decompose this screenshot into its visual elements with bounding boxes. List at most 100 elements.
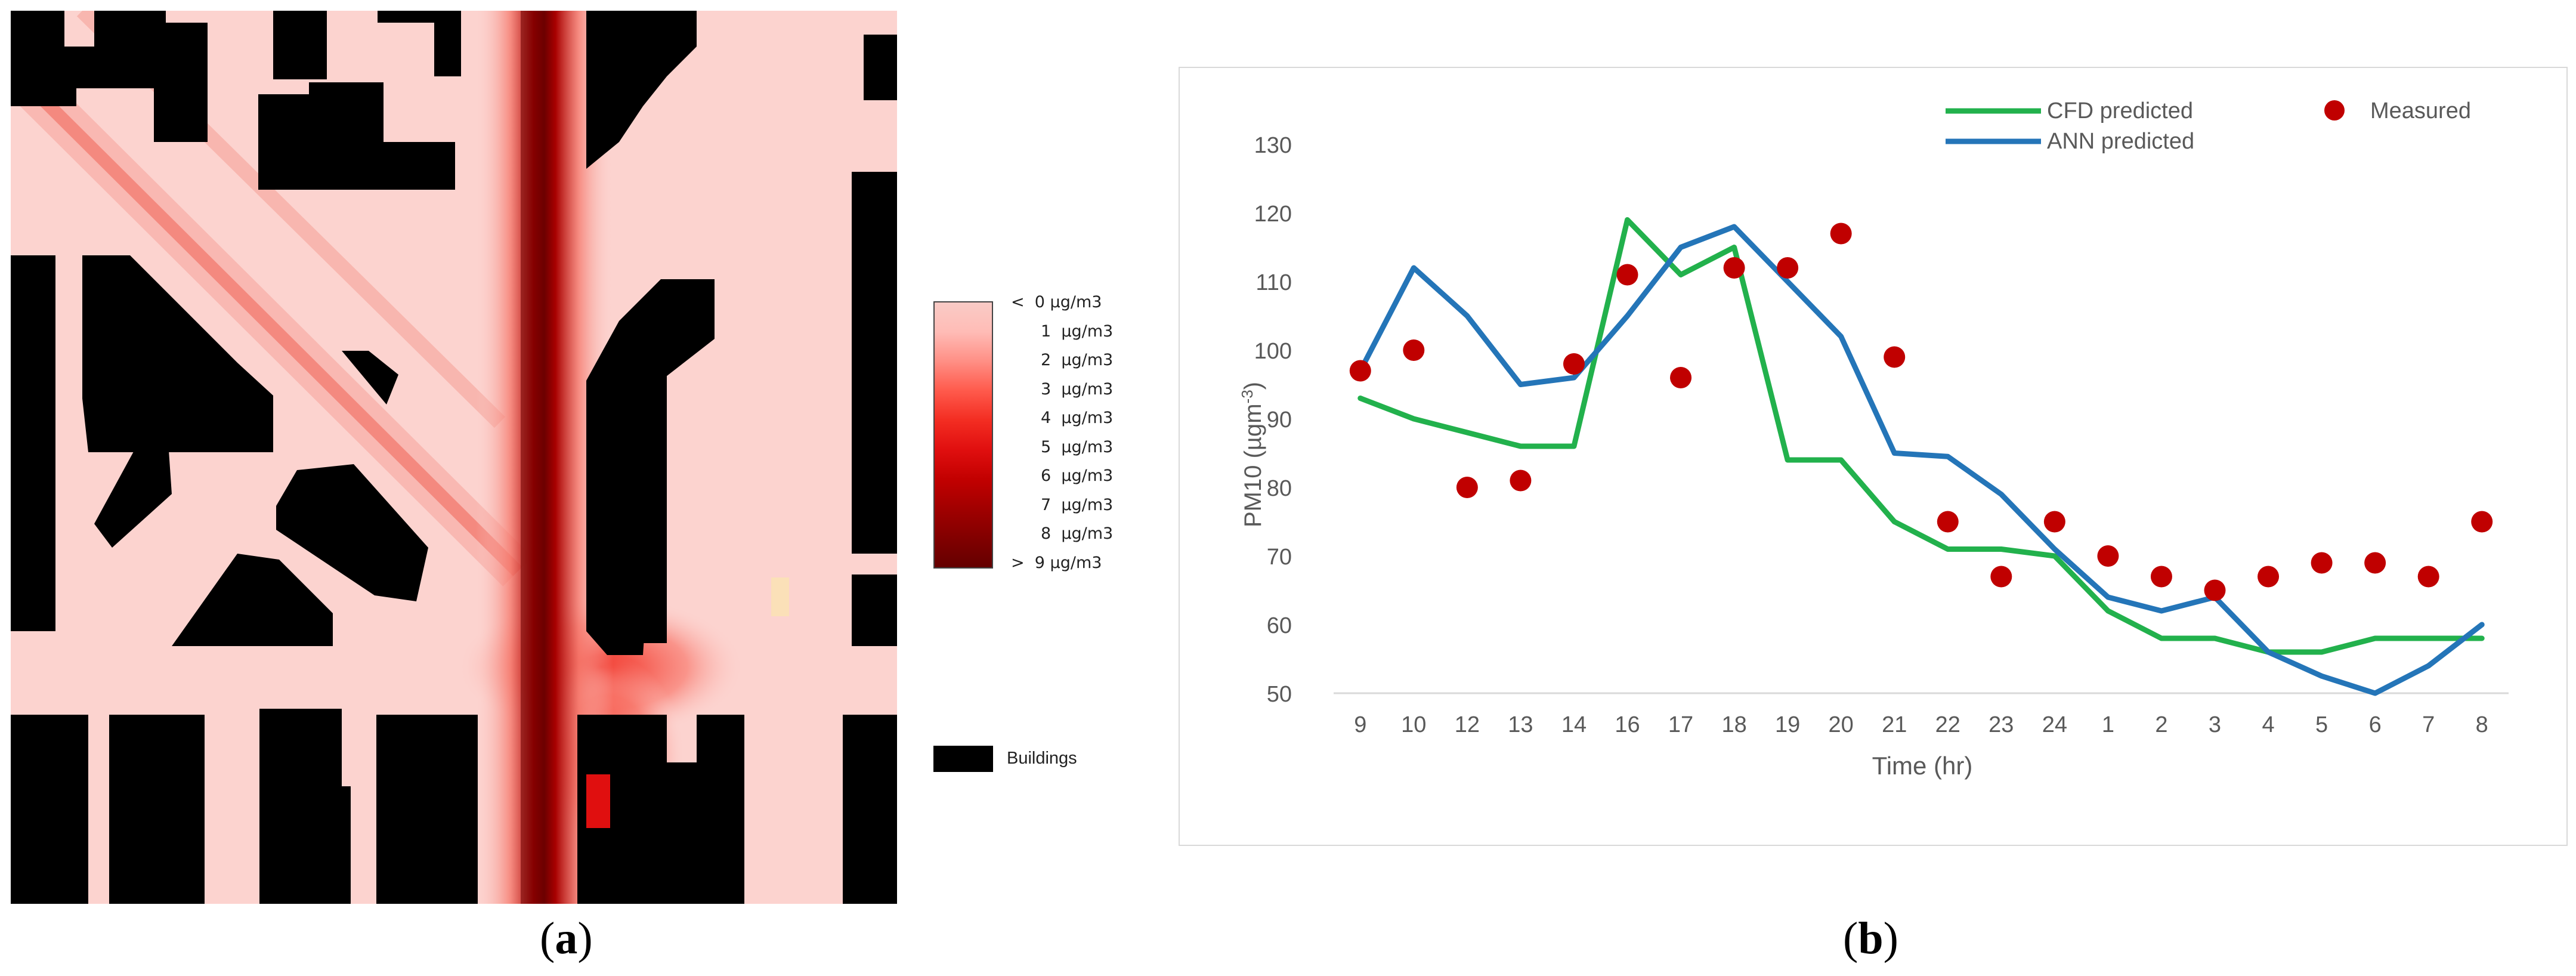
building [577, 715, 744, 904]
x-tick-label: 9 [1354, 712, 1366, 737]
x-tick-label: 20 [1829, 712, 1854, 737]
panel-b-label: (b) [1843, 913, 1898, 963]
building [864, 35, 897, 100]
building [11, 715, 88, 904]
x-tick-label: 19 [1775, 712, 1800, 737]
series-layer [1349, 217, 2493, 696]
minor-hotspot [771, 577, 789, 616]
measured-point [2150, 566, 2172, 588]
buildings-label: Buildings [1007, 749, 1077, 768]
legend-label: 4 µg/m3 [1041, 409, 1114, 427]
building [342, 351, 398, 404]
x-tick-label: 3 [2209, 712, 2221, 737]
measured-point [1670, 367, 1692, 388]
y-tick-label: 100 [1254, 339, 1292, 364]
measured-point [2258, 566, 2280, 588]
building [276, 464, 428, 601]
building [11, 255, 55, 631]
series-line-cfd-predicted [1357, 217, 2485, 655]
measured-point [2471, 511, 2493, 533]
x-tick-label: 23 [1989, 712, 2014, 737]
diagonal-street-plume-inner [11, 63, 522, 576]
building [11, 11, 94, 106]
building [94, 11, 208, 142]
legend-entry: ANN predicted [2047, 129, 2194, 154]
x-tick-label: 12 [1455, 712, 1480, 737]
measured-point [2311, 552, 2333, 574]
measured-point [1884, 346, 1906, 368]
legend-swatch [2324, 100, 2345, 121]
building [634, 351, 667, 643]
legend-label: 1 µg/m3 [1041, 322, 1114, 341]
x-tick-label: 8 [2476, 712, 2488, 737]
legend-entry: CFD predicted [2047, 98, 2193, 123]
legend-label: 5 µg/m3 [1041, 437, 1114, 456]
measured-point [1777, 257, 1799, 279]
measured-point [1990, 566, 2012, 588]
x-tick-label: 2 [2155, 712, 2167, 737]
y-tick-label: 110 [1255, 270, 1292, 295]
building [82, 255, 273, 452]
x-tick-label: 24 [2042, 712, 2067, 737]
y-tick-label: 60 [1267, 613, 1292, 638]
panel-a-label: (a) [540, 913, 593, 963]
building [109, 715, 205, 904]
x-tick-label: 22 [1935, 712, 1960, 737]
y-axis-label: PM10 (µgm-3) [1238, 382, 1266, 527]
chart-frame [1179, 67, 2568, 846]
building [586, 11, 697, 169]
building [378, 11, 461, 23]
x-tick-label: 7 [2422, 712, 2435, 737]
measured-point [2204, 579, 2226, 601]
y-tick-label: 130 [1254, 133, 1292, 158]
building [434, 23, 461, 76]
y-tick-label: 90 [1267, 407, 1292, 433]
y-tick-label: 80 [1267, 476, 1292, 501]
building [852, 172, 897, 554]
x-tick-label: 4 [2262, 712, 2274, 737]
building [258, 82, 455, 190]
colorbar [933, 301, 993, 569]
building [172, 554, 333, 646]
x-tick-label: 14 [1561, 712, 1587, 737]
measured-point [1456, 477, 1478, 498]
y-tick-label: 70 [1267, 545, 1292, 570]
x-tick-label: 21 [1882, 712, 1907, 737]
x-tick-label: 17 [1668, 712, 1693, 737]
measured-point [2417, 566, 2439, 588]
building [259, 709, 351, 904]
legend-label: 3 µg/m3 [1041, 379, 1114, 399]
x-tick-label: 13 [1508, 712, 1533, 737]
measured-point [1723, 257, 1745, 279]
concentration-legend: < 0 µg/m3 1 µg/m3 2 µg/m3 3 µg/m3 4 µg/m3 5 µ… [933, 293, 1148, 779]
building [273, 11, 327, 79]
x-tick-labels: 9 10 12 13 14 16 17 18 19 20 21 22 23 24 1 2 3 4 5 6 7 8 [1354, 712, 2488, 737]
legend-label: 7 µg/m3 [1041, 495, 1114, 514]
plume-hotspot [586, 774, 610, 828]
building [376, 715, 478, 904]
legend-label: 6 µg/m3 [1041, 467, 1114, 485]
buildings [11, 11, 897, 904]
measured-point [1403, 339, 1425, 361]
x-tick-label: 6 [2369, 712, 2382, 737]
x-tick-label: 10 [1401, 712, 1426, 737]
measured-point [1616, 264, 1638, 286]
x-tick-label: 16 [1615, 712, 1640, 737]
measured-point [1937, 511, 1959, 533]
buildings-swatch [933, 746, 993, 772]
legend-label: 2 µg/m3 [1041, 351, 1114, 369]
x-axis-label: Time (hr) [1872, 752, 1973, 780]
x-tick-label: 5 [2315, 712, 2328, 737]
measured-point [2097, 545, 2119, 567]
x-tick-label: 18 [1721, 712, 1746, 737]
measured-point [1830, 223, 1852, 245]
measured-point [1349, 360, 1371, 382]
pollution-concentration-map [11, 11, 897, 904]
legend-label: 8 µg/m3 [1041, 524, 1114, 543]
vertical-street-core [521, 11, 545, 904]
measured-point [1563, 353, 1585, 375]
y-tick-labels: 50 60 70 80 90 100 110 120 130 [1254, 133, 1292, 707]
measured-point [2043, 511, 2065, 533]
measured-point [2364, 552, 2386, 574]
